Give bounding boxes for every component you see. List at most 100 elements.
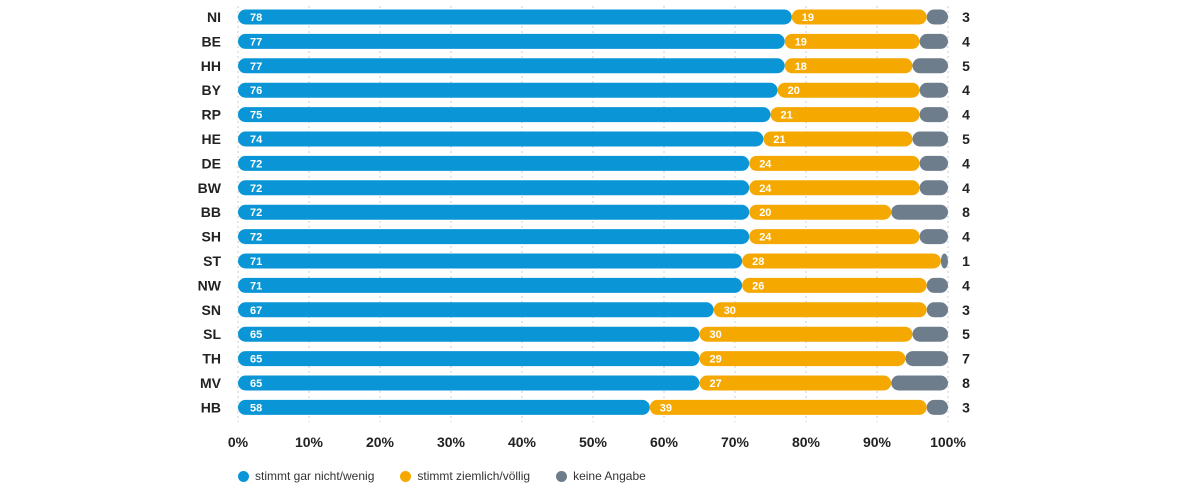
- data-label: 72: [250, 158, 262, 170]
- data-label: 21: [773, 134, 785, 146]
- data-label: 24: [759, 232, 772, 244]
- data-label: 77: [250, 61, 262, 73]
- x-tick-label: 60%: [650, 434, 679, 450]
- right-value-label: 4: [962, 277, 970, 293]
- legend-item-series-0: stimmt gar nicht/wenig: [238, 469, 374, 483]
- data-label: 20: [788, 85, 800, 97]
- bar-segment: [912, 58, 948, 74]
- data-label: 65: [250, 378, 262, 390]
- data-label: 30: [724, 305, 736, 317]
- category-label: ST: [203, 253, 221, 269]
- data-label: 27: [710, 378, 722, 390]
- bar-segment: [238, 180, 750, 196]
- right-value-label: 3: [962, 9, 970, 25]
- right-value-label: 1: [962, 253, 970, 269]
- bar-segment: [649, 399, 927, 415]
- category-label: RP: [202, 107, 221, 123]
- bar-segment: [238, 326, 700, 342]
- category-label: MV: [200, 375, 222, 391]
- data-label: 71: [250, 256, 262, 268]
- data-label: 65: [250, 354, 262, 366]
- bar-segment: [912, 326, 948, 342]
- category-label: DE: [202, 155, 221, 171]
- legend-label-1: stimmt ziemlich/völlig: [417, 469, 531, 483]
- right-value-label: 7: [962, 351, 970, 367]
- bar-segment: [919, 107, 948, 123]
- data-label: 19: [802, 12, 814, 24]
- data-label: 21: [781, 110, 793, 122]
- bar-segment: [238, 351, 700, 367]
- data-label: 76: [250, 85, 262, 97]
- bar-segment: [763, 131, 913, 147]
- right-value-label: 8: [962, 204, 970, 220]
- right-value-label: 5: [962, 58, 970, 74]
- data-label: 78: [250, 12, 262, 24]
- bar-segment: [238, 33, 785, 49]
- bar-segment: [238, 9, 792, 25]
- data-label: 18: [795, 61, 807, 73]
- data-label: 19: [795, 36, 807, 48]
- category-label: BB: [201, 204, 221, 220]
- bar-segment: [749, 180, 920, 196]
- bar-segment: [777, 82, 920, 98]
- category-label: NW: [198, 277, 222, 293]
- x-tick-label: 40%: [508, 434, 537, 450]
- right-value-label: 3: [962, 399, 970, 415]
- data-label: 67: [250, 305, 262, 317]
- category-label: BW: [198, 180, 222, 196]
- right-value-label: 8: [962, 375, 970, 391]
- legend-item-series-2: keine Angabe: [556, 469, 646, 483]
- data-label: 65: [250, 329, 262, 341]
- category-label: TH: [202, 351, 221, 367]
- bar-segment: [926, 302, 948, 318]
- legend-label-0: stimmt gar nicht/wenig: [255, 469, 375, 483]
- x-tick-label: 70%: [721, 434, 750, 450]
- data-label: 39: [660, 402, 672, 414]
- x-tick-label: 20%: [366, 434, 395, 450]
- legend-item-series-1: stimmt ziemlich/völlig: [400, 469, 530, 483]
- data-label: 72: [250, 232, 262, 244]
- category-label: SH: [202, 229, 221, 245]
- data-label: 24: [759, 158, 772, 170]
- stacked-bar-chart: 0% 10% 20% 30% 40% 50% 60% 70% 80% 90% 100%NI 78 19 3…: [198, 6, 970, 450]
- legend-label-2: keine Angabe: [573, 469, 646, 483]
- data-label: 71: [250, 280, 262, 292]
- bar-segment: [238, 155, 750, 171]
- bar-segment: [926, 277, 948, 293]
- bar-segment: [238, 399, 650, 415]
- x-tick-label: 30%: [437, 434, 466, 450]
- data-label: 20: [759, 207, 771, 219]
- bar-segment: [891, 375, 948, 391]
- data-label: 77: [250, 36, 262, 48]
- right-value-label: 5: [962, 131, 970, 147]
- bar-segment: [238, 58, 785, 74]
- data-label: 24: [759, 183, 772, 195]
- category-label: SN: [202, 302, 221, 318]
- legend: stimmt gar nicht/wenig stimmt ziemlich/v…: [238, 469, 646, 483]
- data-label: 26: [752, 280, 764, 292]
- right-value-label: 4: [962, 229, 970, 245]
- right-value-label: 5: [962, 326, 970, 342]
- bar-segment: [238, 302, 714, 318]
- right-value-label: 4: [962, 155, 970, 171]
- x-tick-label: 90%: [863, 434, 892, 450]
- data-label: 72: [250, 183, 262, 195]
- bar-segment: [891, 204, 948, 220]
- bar-segment: [912, 131, 948, 147]
- bar-segment: [784, 58, 913, 74]
- x-tick-label: 0%: [228, 434, 249, 450]
- bar-segment: [919, 180, 948, 196]
- right-value-label: 4: [962, 180, 970, 196]
- x-tick-label: 100%: [930, 434, 966, 450]
- right-value-label: 4: [962, 82, 970, 98]
- right-value-label: 4: [962, 107, 970, 123]
- category-label: BE: [202, 33, 221, 49]
- x-tick-label: 10%: [295, 434, 324, 450]
- right-value-label: 3: [962, 302, 970, 318]
- bar-segment: [238, 131, 764, 147]
- bar-segment: [238, 253, 743, 269]
- bar-segment: [238, 229, 750, 245]
- bar-segment: [742, 277, 927, 293]
- bar-segment: [238, 107, 771, 123]
- bar-segment: [749, 155, 920, 171]
